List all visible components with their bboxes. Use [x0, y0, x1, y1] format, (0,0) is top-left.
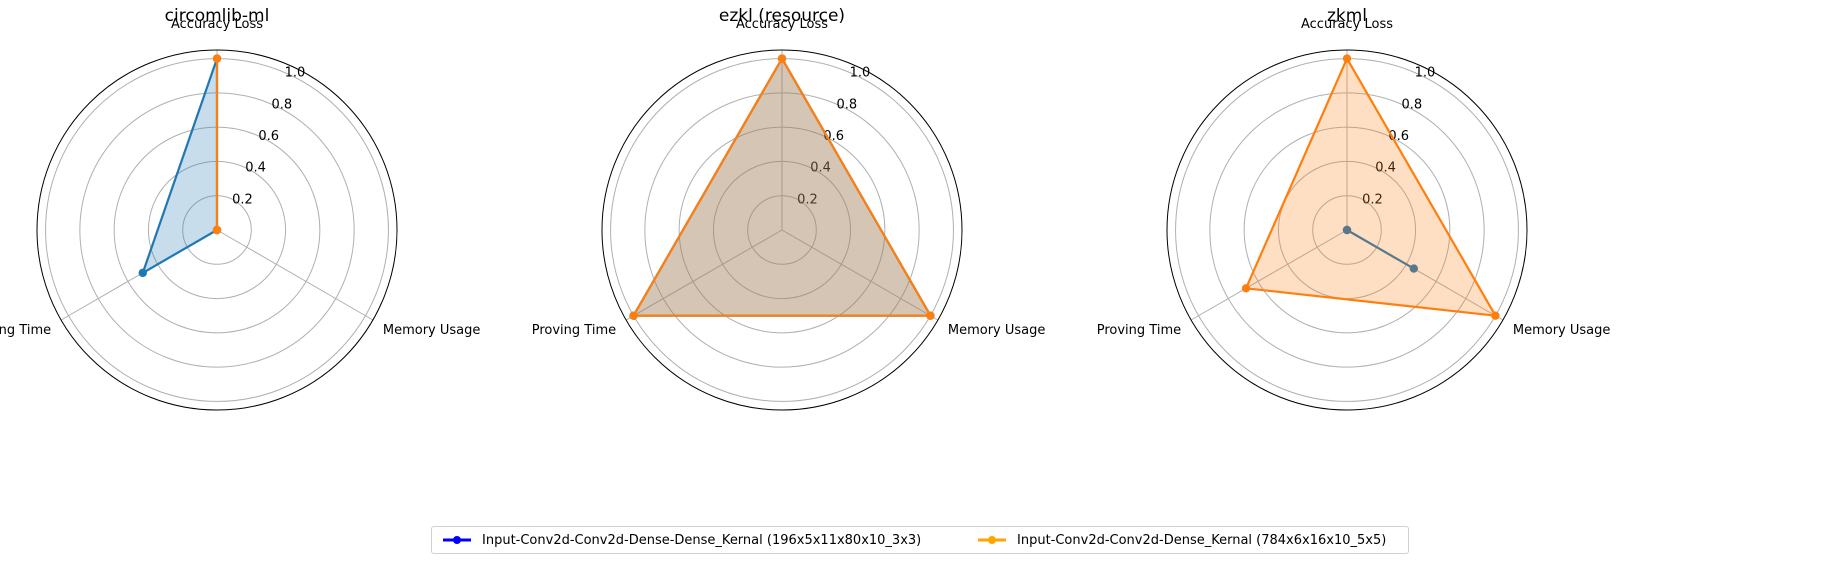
radial-tick-label: 1.0 [1415, 66, 1436, 81]
radial-tick-label: 0.4 [1375, 161, 1396, 176]
chart-title: zkml [1327, 6, 1367, 26]
axis-label: Accuracy Loss [1301, 17, 1393, 32]
axis-label: Memory Usage [1513, 323, 1611, 338]
data-point [1342, 54, 1352, 63]
radial-tick-label: 0.6 [258, 129, 279, 144]
legend-marker-blue-icon [443, 536, 471, 544]
data-point [1241, 284, 1251, 293]
series-line [1244, 57, 1497, 317]
polar-frame [36, 49, 398, 411]
radial-tick-label: 0.2 [232, 192, 253, 207]
axis-label: Proving Time [532, 323, 616, 338]
radial-tick-label: 0.8 [271, 97, 292, 112]
axis-label: Proving Time [0, 323, 51, 338]
series-fill [142, 58, 217, 273]
series-line [632, 57, 932, 317]
radial-tick-label: 0.8 [836, 97, 857, 112]
axis-label: Memory Usage [383, 323, 481, 338]
radial-tick-label: 0.8 [1401, 97, 1422, 112]
series-fill [633, 58, 931, 316]
legend-label-series-b: Input-Conv2d-Conv2d-Dense_Kernal (784x6x… [1017, 532, 1387, 548]
chart-title: circomlib-ml [165, 6, 270, 26]
grid-spoke [625, 229, 783, 321]
legend-marker-orange-icon [978, 536, 1006, 544]
grid-spoke [216, 229, 374, 321]
radial-tick-label: 1.0 [285, 66, 306, 81]
data-point [212, 54, 222, 63]
legend-label-series-a: Input-Conv2d-Conv2d-Dense-Dense_Kernal (… [482, 532, 922, 548]
radial-tick-label: 0.4 [810, 161, 831, 176]
legend: Input-Conv2d-Conv2d-Dense-Dense_Kernal (… [431, 526, 1409, 554]
data-point [1342, 225, 1352, 235]
polar-frame [601, 49, 963, 411]
data-point [212, 225, 222, 235]
data-point [1491, 311, 1500, 320]
axis-label: Accuracy Loss [736, 17, 828, 32]
radial-tick-label: 1.0 [850, 66, 871, 81]
series-fill [1246, 58, 1496, 316]
data-point [629, 311, 638, 320]
legend-dot-b [988, 536, 996, 544]
radial-tick-label: 0.2 [1362, 192, 1383, 207]
legend-dot-a [453, 536, 461, 544]
data-point [777, 54, 787, 63]
data-point [1409, 264, 1419, 273]
axis-label: Proving Time [1097, 323, 1181, 338]
legend-item-series-b: Input-Conv2d-Conv2d-Dense_Kernal (784x6x… [977, 527, 1386, 553]
radial-tick-label: 0.4 [245, 161, 266, 176]
chart-title: ezkl (resource) [719, 6, 845, 26]
axis-label: Memory Usage [948, 323, 1046, 338]
legend-item-series-a: Input-Conv2d-Conv2d-Dense-Dense_Kernal (… [442, 527, 921, 553]
series-fill [633, 58, 931, 316]
grid-spoke [781, 229, 939, 321]
polar-frame [1166, 49, 1528, 411]
data-point [138, 268, 147, 278]
grid-spoke [1190, 229, 1348, 321]
radial-tick-label: 0.2 [797, 192, 818, 207]
axis-label: Accuracy Loss [171, 17, 263, 32]
data-point [926, 311, 935, 320]
radar-chart-0: circomlib-ml 0.2 0.4 0.6 0.8 1.0 Accuracy Loss… [0, 6, 481, 411]
